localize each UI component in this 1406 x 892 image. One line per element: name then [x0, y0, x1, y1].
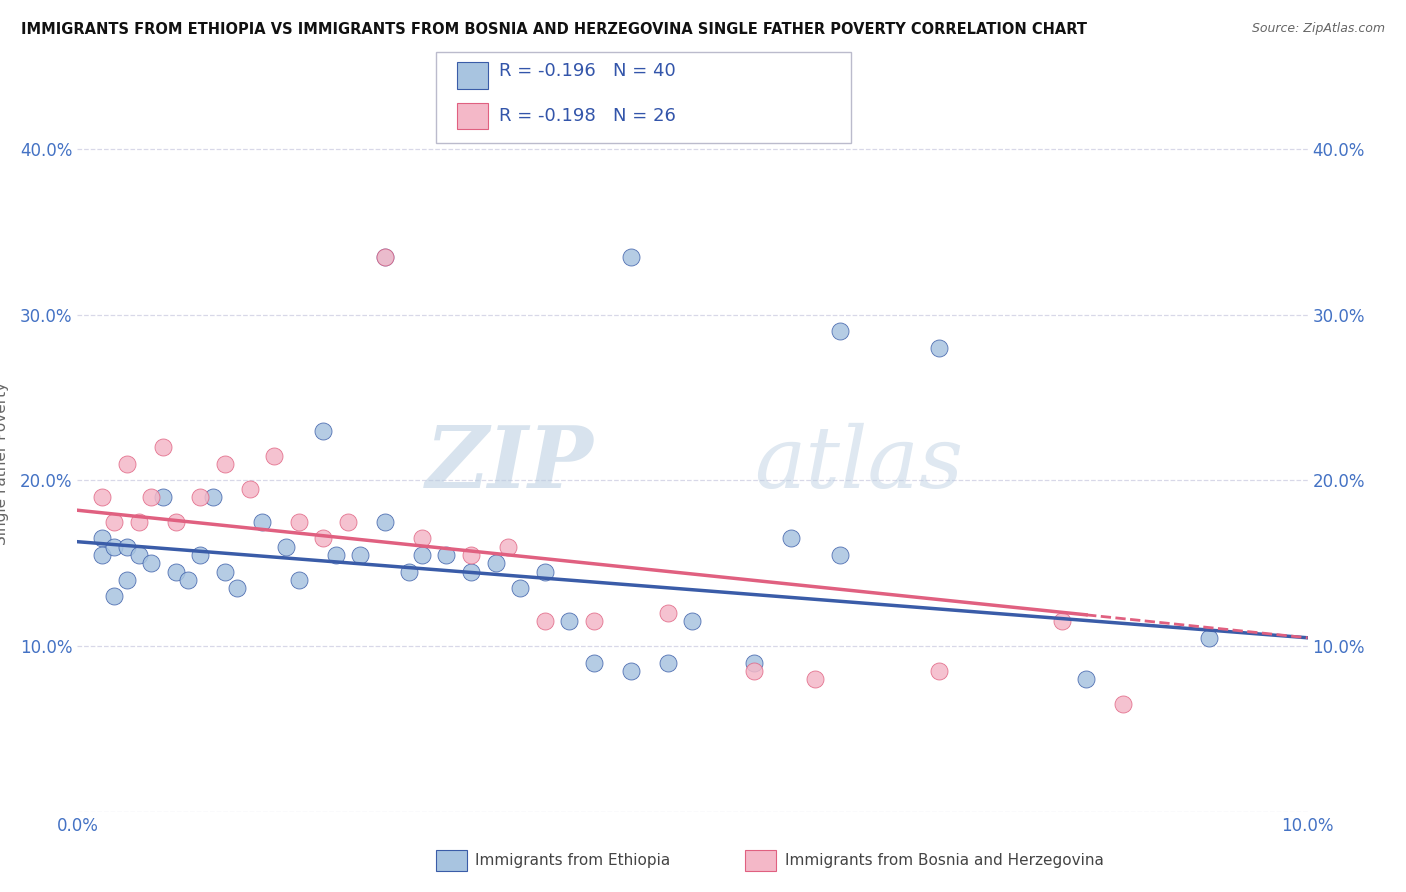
Point	[201, 490, 224, 504]
Point	[411, 548, 433, 562]
Point	[288, 515, 311, 529]
Point	[103, 590, 125, 604]
Point	[165, 565, 187, 579]
Point	[128, 515, 150, 529]
Point	[214, 457, 236, 471]
Point	[128, 548, 150, 562]
Point	[657, 656, 679, 670]
Point	[583, 614, 606, 628]
Point	[312, 424, 335, 438]
Point	[534, 565, 557, 579]
Point	[349, 548, 371, 562]
Point	[188, 548, 212, 562]
Point	[496, 540, 519, 554]
Point	[558, 614, 581, 628]
Point	[214, 565, 236, 579]
Point	[928, 341, 950, 355]
Point	[90, 532, 114, 546]
Point	[103, 515, 125, 529]
Text: Source: ZipAtlas.com: Source: ZipAtlas.com	[1251, 22, 1385, 36]
Point	[830, 324, 852, 338]
Point	[620, 250, 643, 264]
Point	[115, 573, 138, 587]
Point	[288, 573, 311, 587]
Point	[583, 656, 606, 670]
Point	[485, 556, 508, 570]
Point	[250, 515, 273, 529]
Text: ZIP: ZIP	[426, 422, 595, 506]
Point	[374, 515, 396, 529]
Point	[152, 490, 174, 504]
Point	[620, 664, 643, 678]
Point	[152, 440, 174, 454]
Point	[337, 515, 360, 529]
Point	[830, 548, 852, 562]
Point	[165, 515, 187, 529]
Point	[742, 664, 765, 678]
Text: atlas: atlas	[754, 423, 963, 505]
Point	[263, 449, 285, 463]
Point	[312, 532, 335, 546]
Point	[460, 548, 482, 562]
Point	[742, 656, 765, 670]
Point	[682, 614, 704, 628]
Point	[374, 250, 396, 264]
Point	[177, 573, 200, 587]
Point	[928, 664, 950, 678]
Point	[436, 548, 458, 562]
Point	[1198, 631, 1220, 645]
Point	[804, 672, 827, 686]
Text: Immigrants from Ethiopia: Immigrants from Ethiopia	[475, 854, 671, 868]
Text: IMMIGRANTS FROM ETHIOPIA VS IMMIGRANTS FROM BOSNIA AND HERZEGOVINA SINGLE FATHER: IMMIGRANTS FROM ETHIOPIA VS IMMIGRANTS F…	[21, 22, 1087, 37]
Point	[103, 540, 125, 554]
Point	[1076, 672, 1098, 686]
Point	[226, 581, 249, 595]
Point	[325, 548, 347, 562]
Point	[657, 606, 679, 620]
Point	[141, 490, 163, 504]
Point	[1050, 614, 1073, 628]
Text: R = -0.196   N = 40: R = -0.196 N = 40	[499, 62, 676, 80]
Point	[90, 490, 114, 504]
Point	[460, 565, 482, 579]
Text: R = -0.198   N = 26: R = -0.198 N = 26	[499, 107, 676, 125]
Y-axis label: Single Father Poverty: Single Father Poverty	[0, 383, 8, 545]
Point	[115, 540, 138, 554]
Point	[276, 540, 298, 554]
Point	[1112, 697, 1135, 711]
Point	[90, 548, 114, 562]
Point	[239, 482, 262, 496]
Point	[509, 581, 531, 595]
Point	[398, 565, 420, 579]
Point	[374, 250, 396, 264]
Text: Immigrants from Bosnia and Herzegovina: Immigrants from Bosnia and Herzegovina	[785, 854, 1104, 868]
Point	[115, 457, 138, 471]
Point	[141, 556, 163, 570]
Point	[534, 614, 557, 628]
Point	[780, 532, 803, 546]
Point	[411, 532, 433, 546]
Point	[188, 490, 212, 504]
